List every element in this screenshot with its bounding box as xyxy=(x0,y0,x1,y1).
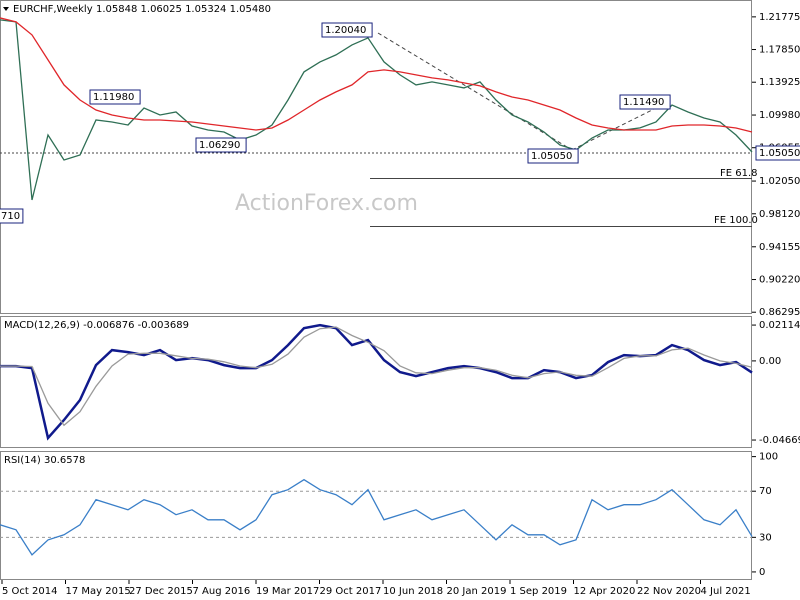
main-pane xyxy=(0,0,752,314)
rsi-pane xyxy=(0,451,752,580)
y-tick-label: 1.02050 xyxy=(759,176,800,187)
annotation: FE 61.8 xyxy=(720,168,758,179)
annotation: 1.05050 xyxy=(759,148,800,159)
y-tick-label: 1.21775 xyxy=(759,12,800,23)
y-tick-label: 70 xyxy=(759,486,772,497)
series-line xyxy=(0,17,753,133)
trend-line xyxy=(377,32,573,151)
x-tick-label: 1 Sep 2019 xyxy=(510,586,567,597)
x-tick-label: 27 Dec 2015 xyxy=(129,586,193,597)
y-tick-label: 30 xyxy=(759,532,772,543)
y-tick-label: 0.98120 xyxy=(759,209,800,220)
annotation: 1.11980 xyxy=(93,92,134,103)
annotation-box xyxy=(619,94,671,110)
y-tick-label: 0.00 xyxy=(759,356,781,367)
annotation-box xyxy=(195,137,247,153)
annotation: 1.11490 xyxy=(623,97,664,108)
watermark: ActionForex.com xyxy=(235,191,418,216)
x-tick-label: 4 Jul 2021 xyxy=(701,586,751,597)
y-tick-label: 0.86295 xyxy=(759,307,800,318)
x-tick-label: 20 Jan 2019 xyxy=(447,586,507,597)
series-line xyxy=(0,478,753,556)
y-tick-label: 0.94155 xyxy=(759,242,800,253)
annotation: 1.05050 xyxy=(531,151,572,162)
annotation: 1.20040 xyxy=(325,25,366,36)
x-tick-label: 5 Oct 2014 xyxy=(2,586,57,597)
x-tick-label: 7 Aug 2016 xyxy=(193,586,251,597)
series-line xyxy=(0,326,753,427)
y-tick-label: 0.90220 xyxy=(759,275,800,286)
chart-subtitle: 1.05848 1.06025 1.05324 1.05480 xyxy=(96,4,271,15)
menu-arrow xyxy=(3,7,9,11)
annotation-box xyxy=(0,208,24,224)
annotation: 710 xyxy=(1,211,20,222)
chart-title: EURCHF,Weekly xyxy=(13,4,93,15)
x-tick-label: 22 Nov 2020 xyxy=(637,586,701,597)
y-tick-label: 1.09980 xyxy=(759,110,800,121)
x-tick-label: 29 Oct 2017 xyxy=(320,586,382,597)
annotation-box xyxy=(527,148,579,164)
y-tick-label: 1.17850 xyxy=(759,45,800,56)
series-line xyxy=(0,323,753,441)
series-line xyxy=(0,19,753,201)
x-tick-label: 17 May 2015 xyxy=(66,586,131,597)
y-tick-label: 100 xyxy=(759,452,778,463)
annotation-box xyxy=(321,22,373,38)
annotation: FE 100.0 xyxy=(714,215,758,226)
annotation: 1.06290 xyxy=(199,140,240,151)
macd-pane xyxy=(0,316,752,448)
y-tick-label: 0.021146 xyxy=(759,320,800,331)
rsi-title: RSI(14) 30.6578 xyxy=(4,455,85,466)
x-tick-label: 19 Mar 2017 xyxy=(256,586,319,597)
y-tick-label: 0 xyxy=(759,567,765,578)
y-tick-label: -0.046699 xyxy=(759,435,800,446)
x-tick-label: 10 Jun 2018 xyxy=(383,586,443,597)
x-tick-label: 12 Apr 2020 xyxy=(574,586,636,597)
macd-title: MACD(12,26,9) -0.006876 -0.003689 xyxy=(4,320,189,331)
annotation-box xyxy=(755,145,800,161)
y-tick-label: 1.13925 xyxy=(759,77,800,88)
annotation-box xyxy=(89,89,141,105)
trend-line xyxy=(571,101,669,151)
